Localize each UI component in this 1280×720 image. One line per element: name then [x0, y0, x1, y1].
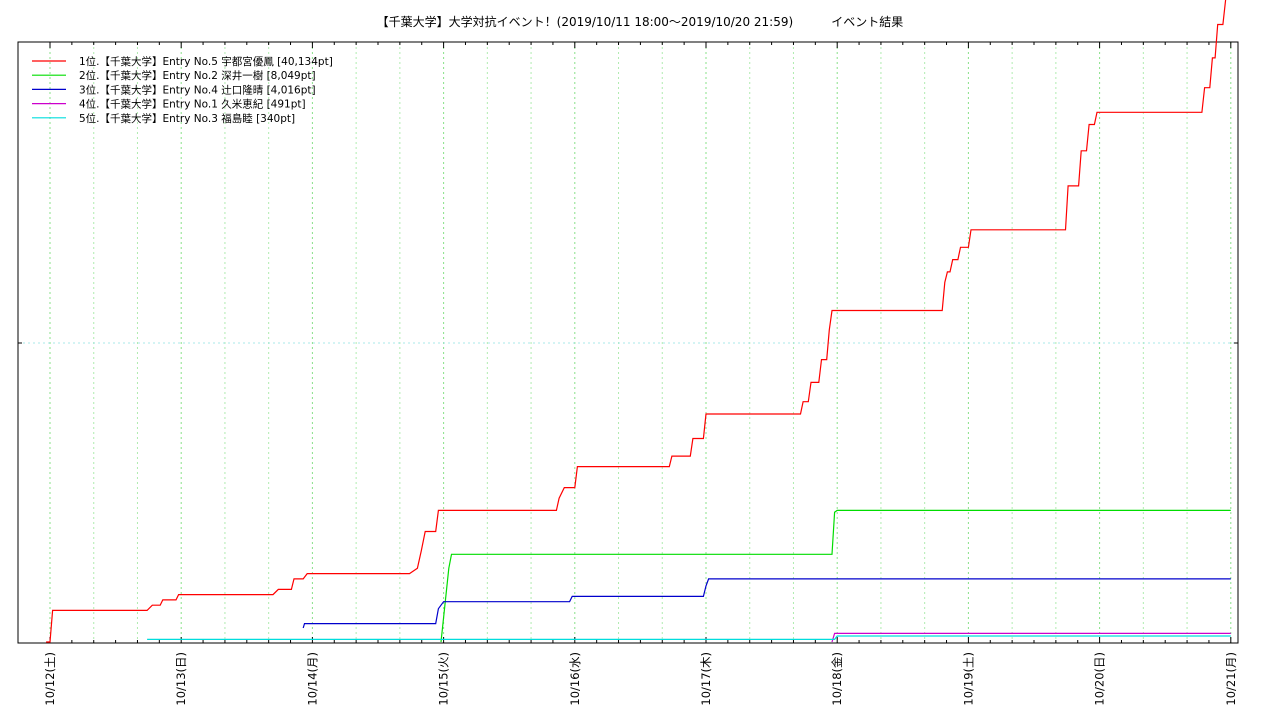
grid-lines: [18, 42, 1238, 643]
legend-label-3: 3位.【千葉大学】Entry No.4 辻口隆晴 [4,016pt]: [79, 83, 316, 96]
series-line-1: [46, 0, 1227, 643]
x-tick-label: 10/21(月): [1224, 652, 1238, 706]
legend-label-5: 5位.【千葉大学】Entry No.3 福島睦 [340pt]: [79, 112, 295, 125]
legend-label-4: 4位.【千葉大学】Entry No.1 久米恵紀 [491pt]: [79, 98, 306, 111]
x-tick-label: 10/19(土): [961, 652, 975, 706]
x-tick-label: 10/18(金): [830, 652, 844, 706]
legend: 1位.【千葉大学】Entry No.5 宇都宮優鳳 [40,134pt]2位.【…: [32, 55, 333, 125]
series-line-3: [302, 578, 1231, 629]
x-tick-label: 10/17(木): [699, 652, 713, 706]
x-tick-label: 10/20(日): [1093, 652, 1107, 706]
legend-label-1: 1位.【千葉大学】Entry No.5 宇都宮優鳳 [40,134pt]: [79, 55, 333, 68]
x-tick-label: 10/14(月): [305, 652, 319, 706]
x-tick-label: 10/15(火): [437, 652, 451, 706]
chart-title: 【千葉大学】大学対抗イベント！(2019/10/11 18:00～2019/10…: [376, 15, 904, 29]
x-tick-labels: 10/12(土) 10/13(日) 10/14(月) 10/15(火) 10/16(水)…: [43, 652, 1238, 706]
legend-label-2: 2位.【千葉大学】Entry No.2 深井一樹 [8,049pt]: [79, 69, 316, 82]
series-lines: [46, 0, 1231, 643]
x-tick-label: 10/12(土): [43, 652, 57, 706]
series-line-5: [147, 635, 1231, 640]
x-tick-label: 10/16(水): [568, 652, 582, 706]
series-line-2: [440, 509, 1231, 643]
series-line-4: [831, 632, 1231, 643]
x-tick-label: 10/13(日): [174, 652, 188, 706]
